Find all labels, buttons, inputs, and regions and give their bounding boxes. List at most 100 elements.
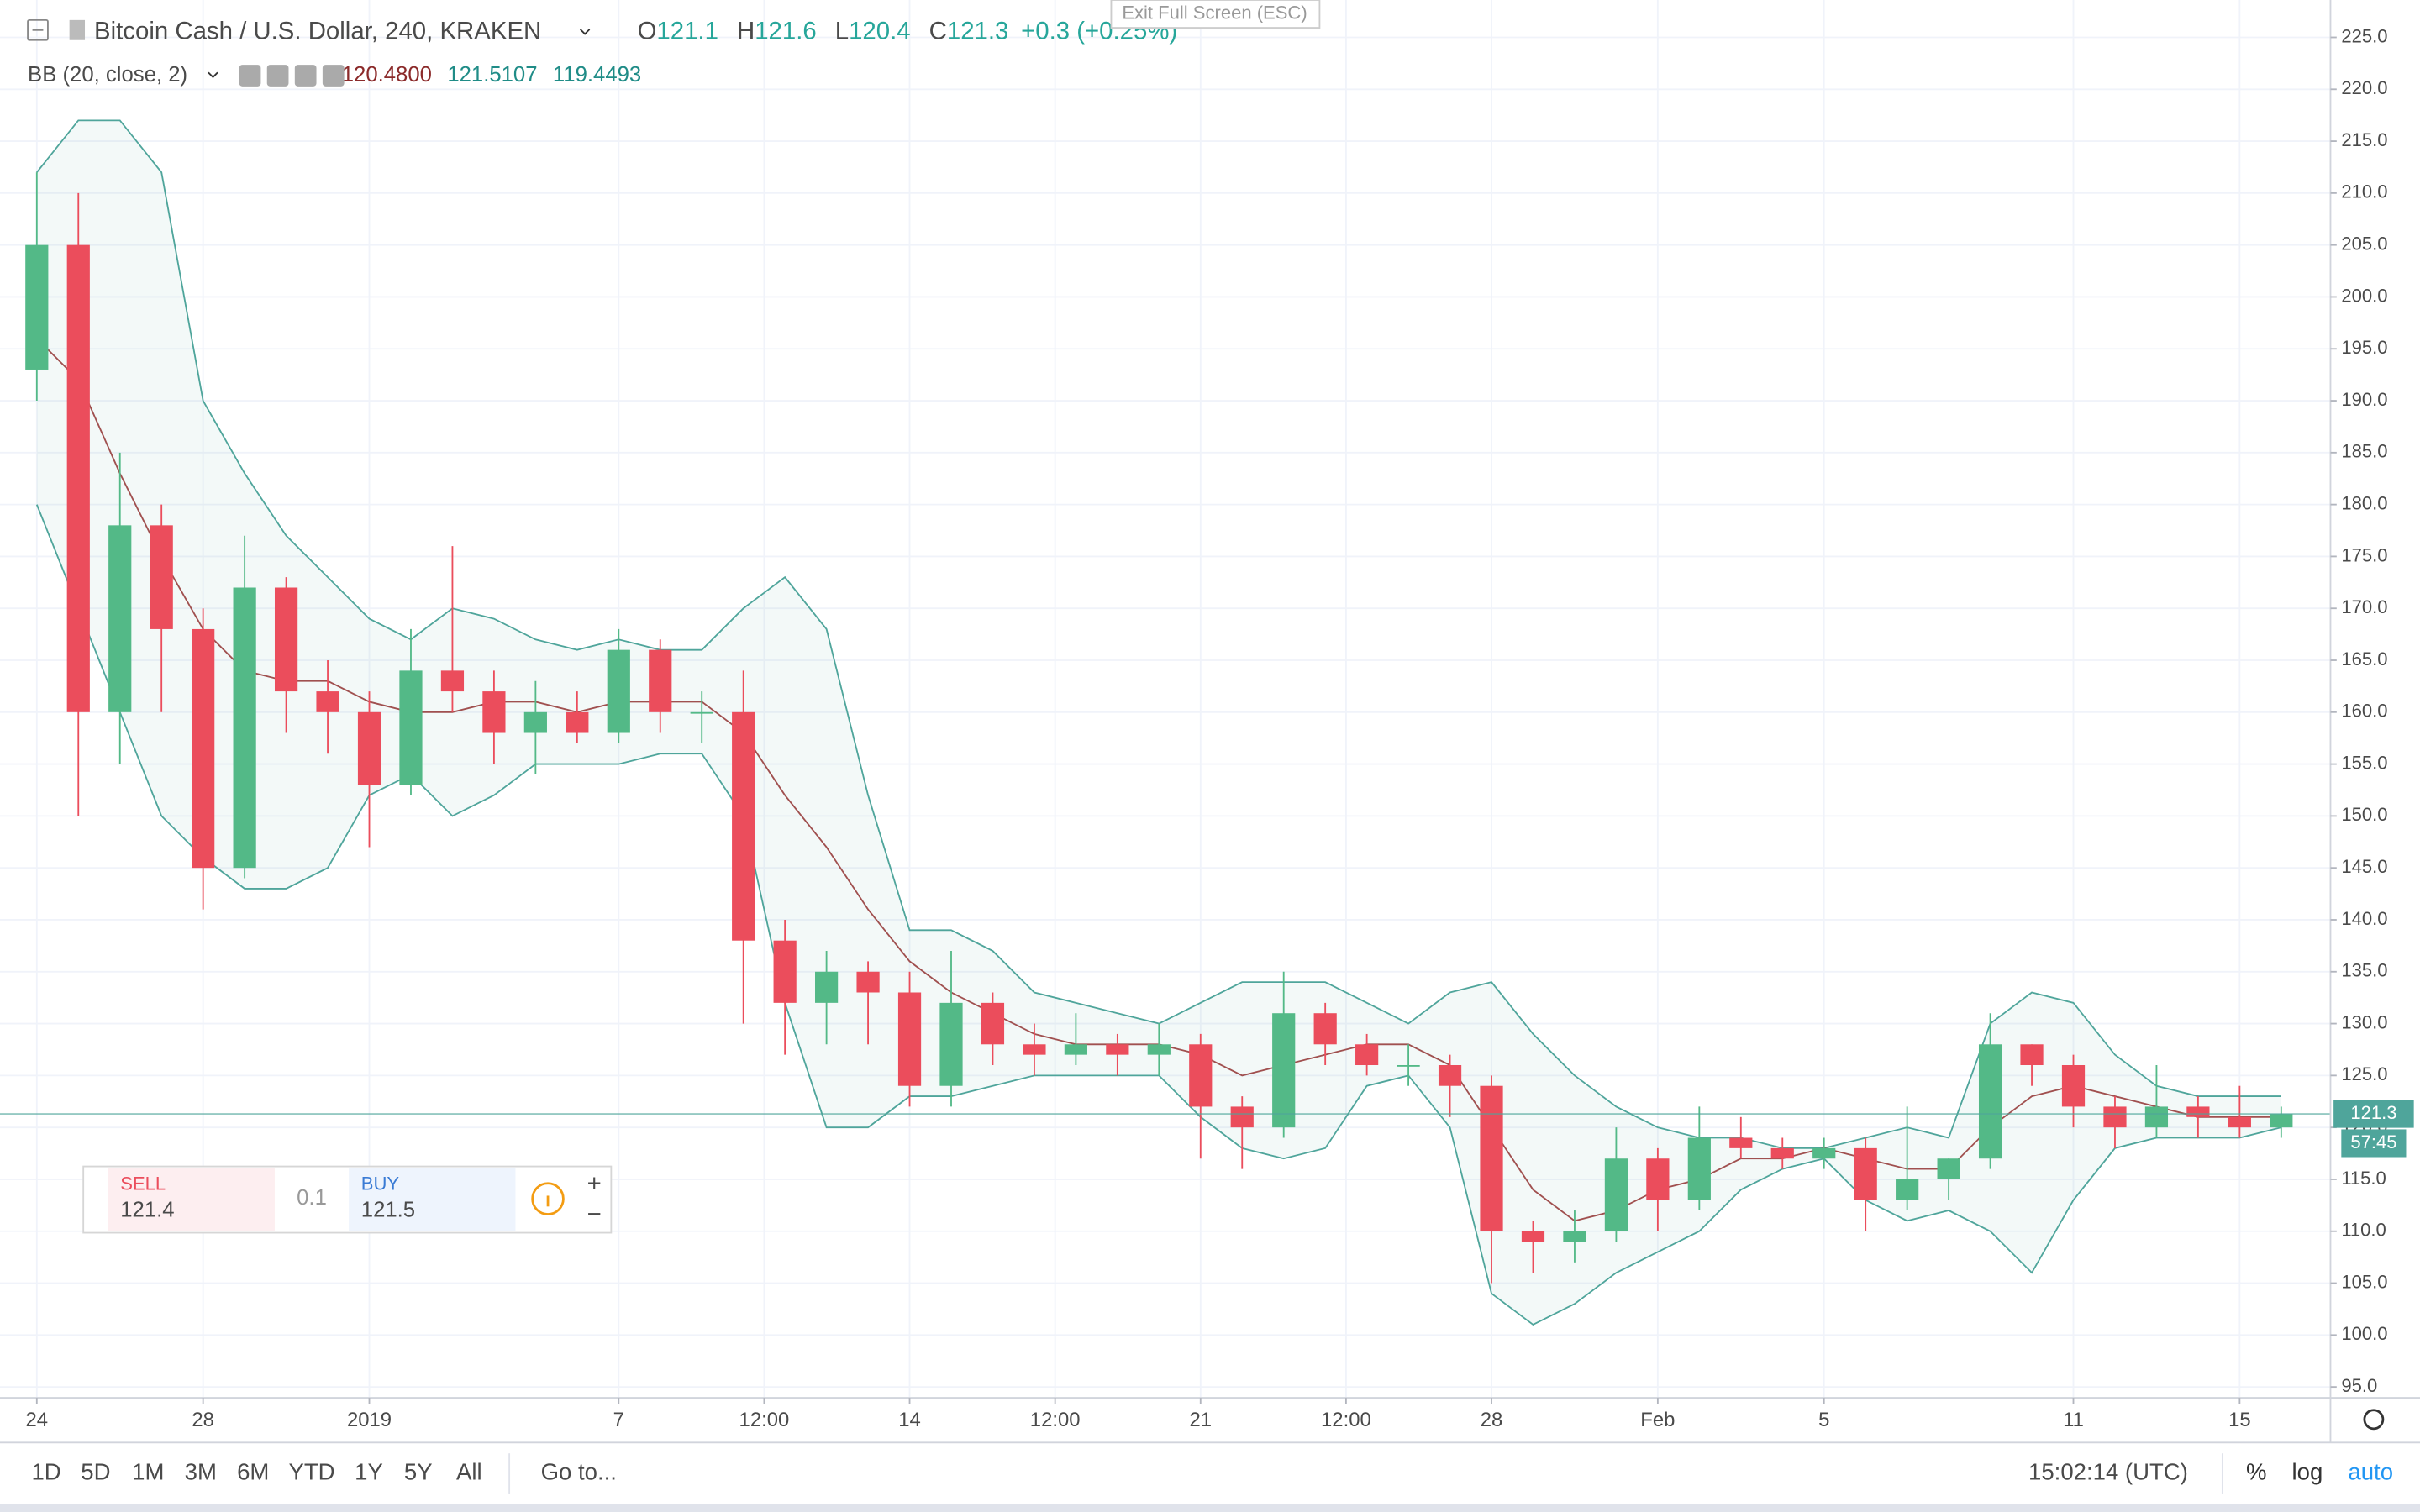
range-button[interactable]: 3M (185, 1458, 217, 1484)
x-tick-label: Feb (1640, 1409, 1675, 1431)
candle-body (1604, 1158, 1628, 1231)
y-tick-label: 180.0 (2341, 492, 2387, 513)
y-tick-label: 220.0 (2341, 77, 2387, 98)
candle-body (1812, 1147, 1836, 1159)
x-tick-label: 14 (898, 1409, 921, 1431)
candle-body (316, 691, 339, 712)
exit-fullscreen-tip[interactable] (1110, 0, 1321, 29)
range-button[interactable]: 5Y (404, 1458, 433, 1484)
candle-body (1272, 1013, 1296, 1128)
candle-body (1937, 1158, 1960, 1179)
ohlc-key: C (929, 17, 947, 45)
sell-button[interactable] (108, 1168, 275, 1231)
flag-icon[interactable] (69, 19, 86, 40)
y-tick-label: 165.0 (2341, 648, 2387, 669)
symbol[interactable]: Bitcoin Cash / U.S. Dollar, 240, KRAKEN (94, 17, 541, 45)
x-tick-label: 28 (192, 1409, 214, 1431)
minus-button[interactable]: − (587, 1200, 602, 1228)
candle-body (649, 649, 672, 712)
x-tick-label: 21 (1190, 1409, 1213, 1431)
range-button[interactable]: 1M (132, 1458, 164, 1484)
x-tick-label: 12:00 (739, 1409, 790, 1431)
candle-body (2061, 1065, 2086, 1107)
eye-button[interactable] (239, 65, 261, 87)
y-tick-label: 175.0 (2341, 544, 2387, 565)
y-tick-label: 125.0 (2341, 1063, 2387, 1084)
ohlc-value: 121.6 (755, 17, 817, 45)
indicator-dropdown[interactable] (208, 71, 218, 79)
sell-price[interactable]: 121.4 (120, 1199, 174, 1222)
range-button[interactable]: 1D (31, 1458, 60, 1484)
candle-body (1023, 1044, 1046, 1055)
candle-body (399, 670, 423, 785)
x-tick-label: 7 (613, 1409, 624, 1431)
candle-body (1563, 1231, 1586, 1242)
candle-body (1438, 1065, 1462, 1086)
buy-price[interactable]: 121.5 (361, 1199, 415, 1222)
candle-body (2020, 1044, 2044, 1066)
last-price-tag (2333, 1100, 2414, 1128)
candle-body (440, 670, 465, 692)
scale-option[interactable]: log (2292, 1458, 2323, 1484)
indicator-value: 120.4800 (342, 63, 432, 87)
candle-body (2103, 1106, 2127, 1128)
buy-button[interactable] (349, 1168, 516, 1231)
plot (0, 119, 2331, 1326)
candle-body (607, 649, 630, 733)
candle-body (939, 1002, 963, 1086)
settings-button[interactable] (266, 65, 289, 87)
collapse-button[interactable] (27, 18, 49, 41)
y-tick-label: 135.0 (2341, 960, 2387, 981)
x-tick-label: 24 (26, 1409, 49, 1431)
candle-body (1687, 1137, 1711, 1200)
exit-fullscreen[interactable]: Exit Full Screen (ESC) (1122, 2, 1307, 23)
range-button[interactable]: 5D (81, 1458, 110, 1484)
more-button[interactable] (294, 65, 317, 87)
range-button[interactable]: 6M (237, 1458, 269, 1484)
candle-body (357, 711, 381, 785)
candle-body (1189, 1044, 1213, 1107)
ohlc-key: O (638, 17, 657, 45)
go-to[interactable]: Go to... (541, 1458, 617, 1484)
scale-option[interactable]: auto (2348, 1458, 2393, 1484)
buy-label[interactable]: BUY (361, 1173, 400, 1194)
candle-body (1313, 1013, 1337, 1045)
scale-option[interactable]: % (2246, 1458, 2267, 1484)
x-tick-label: 11 (2063, 1409, 2084, 1431)
candle-body (192, 628, 215, 869)
symbol-dropdown[interactable] (579, 29, 591, 35)
candle-body (773, 940, 797, 1003)
sell-label[interactable]: SELL (120, 1173, 166, 1194)
indicator-name[interactable]: BB (20, close, 2) (28, 63, 187, 87)
indicator-legend: BB (20, close, 2) 120.4800 121.5107 119.449… (28, 63, 641, 87)
x-tick-label: 5 (1818, 1409, 1829, 1431)
candle-body (2228, 1116, 2251, 1128)
candle-body (233, 587, 256, 869)
bottom-edge (0, 1504, 2420, 1512)
candle-body (1854, 1147, 1877, 1200)
last-price: 121.3 (2350, 1102, 2396, 1123)
candle-body (981, 1002, 1005, 1045)
candle-body (150, 525, 173, 629)
indicator-buttons (239, 65, 345, 87)
ohlc-key: L (835, 17, 849, 45)
x-tick-label: 12:00 (1030, 1409, 1081, 1431)
range-button[interactable]: 1Y (355, 1458, 383, 1484)
candle-body (1397, 1065, 1420, 1067)
range-button[interactable]: YTD (288, 1458, 334, 1484)
candle-body (1729, 1137, 1753, 1148)
ohlc-value: 121.1 (656, 17, 718, 45)
candle-body (108, 525, 132, 712)
plus-button[interactable]: + (587, 1169, 602, 1197)
y-tick-label: 100.0 (2341, 1323, 2387, 1344)
candle-body (25, 244, 49, 370)
remove-button[interactable] (322, 65, 345, 87)
y-tick-label: 200.0 (2341, 285, 2387, 306)
indicator-value: 119.4493 (553, 63, 641, 87)
info-button[interactable] (531, 1182, 565, 1215)
settings-gear[interactable] (2363, 1409, 2385, 1431)
ohlc-value: 120.4 (849, 17, 911, 45)
candle-body (1646, 1158, 1670, 1200)
range-button[interactable]: All (456, 1458, 482, 1484)
